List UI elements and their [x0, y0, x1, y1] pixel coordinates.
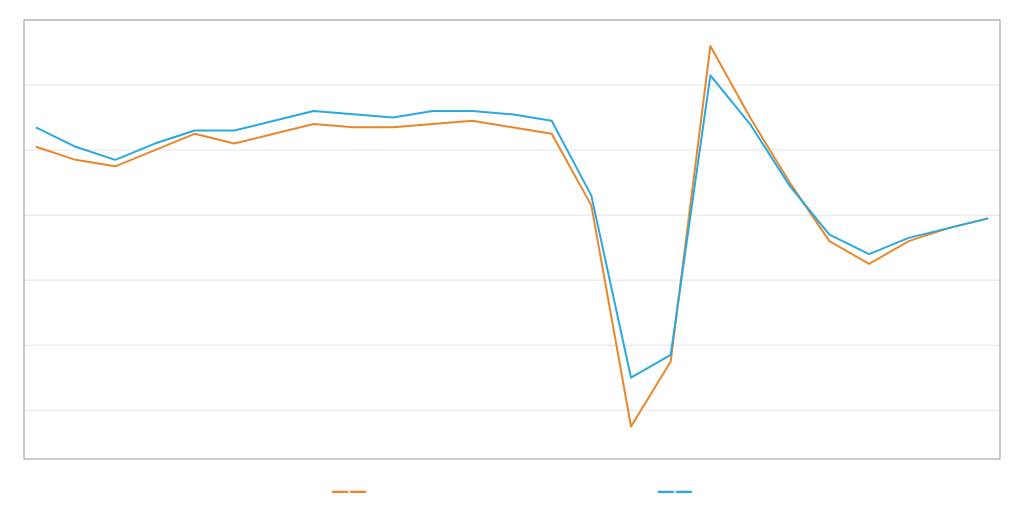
grid-line	[24, 215, 1000, 216]
legend-entry: ——	[331, 480, 367, 501]
grid-line	[24, 85, 1000, 86]
lines	[36, 46, 988, 426]
grid-line	[24, 280, 1000, 281]
grid	[24, 20, 1000, 410]
legend-entry: ——	[657, 480, 693, 501]
chart-container: —— ——	[0, 0, 1024, 523]
grid-line	[24, 345, 1000, 346]
legend: —— ——	[331, 480, 692, 501]
plot-frame	[24, 20, 1000, 459]
series-line	[36, 46, 988, 426]
series-line	[36, 75, 988, 377]
chart-svg: —— ——	[0, 0, 1024, 523]
grid-line	[24, 150, 1000, 151]
grid-line	[24, 410, 1000, 411]
